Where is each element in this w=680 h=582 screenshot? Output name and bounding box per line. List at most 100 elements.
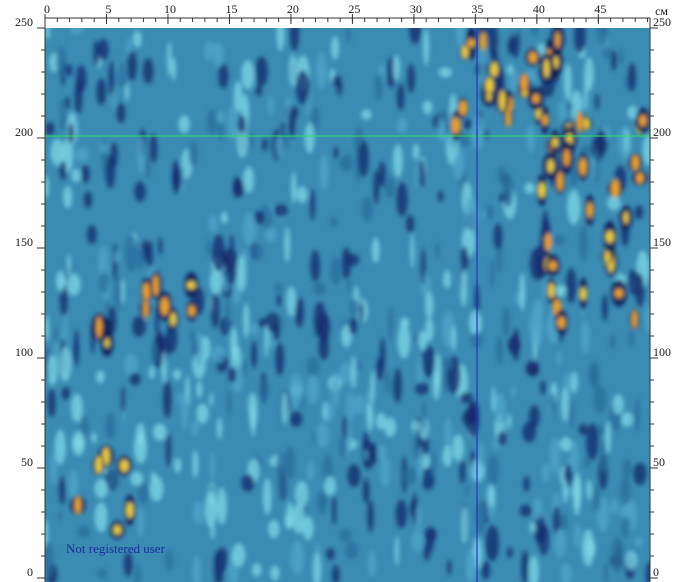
texture-blob xyxy=(485,204,494,221)
texture-blob xyxy=(64,96,70,109)
texture-blob xyxy=(55,270,66,292)
texture-blob xyxy=(550,392,556,418)
texture-blob xyxy=(569,440,580,474)
texture-blob xyxy=(341,324,352,348)
texture-blob xyxy=(460,246,469,271)
texture-blob xyxy=(319,154,329,191)
texture-blob xyxy=(347,464,361,487)
texture-blob xyxy=(75,65,87,93)
texture-blob xyxy=(537,182,546,198)
texture-blob xyxy=(524,182,535,194)
texture-blob xyxy=(288,54,298,87)
texture-blob xyxy=(249,323,259,335)
texture-blob xyxy=(569,166,578,188)
texture-blob xyxy=(567,189,581,225)
texture-blob xyxy=(236,255,247,292)
texture-blob xyxy=(411,419,419,432)
texture-blob xyxy=(59,283,68,317)
texture-blob xyxy=(540,79,555,98)
texture-blob xyxy=(366,403,374,432)
texture-blob xyxy=(66,273,81,296)
texture-blob xyxy=(345,541,359,560)
texture-blob xyxy=(252,563,262,577)
texture-blob xyxy=(126,502,134,519)
texture-blob xyxy=(94,502,108,533)
x-tick-label: 10 xyxy=(164,2,176,16)
texture-blob xyxy=(61,387,71,400)
texture-blob xyxy=(634,205,644,220)
texture-blob xyxy=(339,158,346,170)
texture-blob xyxy=(396,117,408,134)
texture-blob xyxy=(99,143,108,154)
texture-blob xyxy=(610,536,625,573)
texture-blob xyxy=(477,442,484,467)
x-tick-label: 20 xyxy=(287,2,299,16)
texture-blob xyxy=(254,210,265,225)
texture-blob xyxy=(510,28,520,59)
texture-blob xyxy=(295,297,305,328)
texture-blob xyxy=(216,417,223,440)
texture-blob xyxy=(68,123,75,145)
texture-blob xyxy=(586,479,593,500)
texture-blob xyxy=(505,108,511,128)
texture-blob xyxy=(574,28,586,54)
texture-blob xyxy=(596,130,608,156)
texture-blob xyxy=(481,560,491,580)
texture-blob xyxy=(631,154,640,171)
texture-blob xyxy=(361,196,374,222)
texture-blob xyxy=(588,360,600,390)
texture-blob xyxy=(502,306,511,337)
texture-blob xyxy=(634,398,641,432)
texture-blob xyxy=(68,469,79,499)
texture-blob xyxy=(532,93,540,104)
texture-blob xyxy=(152,274,159,297)
texture-blob xyxy=(124,234,139,273)
texture-blob xyxy=(180,393,189,431)
texture-blob xyxy=(384,175,396,199)
texture-blob xyxy=(573,523,582,548)
texture-blob xyxy=(521,550,529,582)
texture-blob xyxy=(310,106,320,133)
texture-blob xyxy=(603,47,612,60)
texture-blob xyxy=(173,457,182,473)
texture-blob xyxy=(289,28,300,52)
texture-blob xyxy=(493,223,503,250)
texture-blob xyxy=(255,84,262,97)
texture-blob xyxy=(634,536,644,547)
texture-blob xyxy=(216,547,228,572)
texture-blob xyxy=(485,77,494,94)
texture-blob xyxy=(464,195,479,232)
texture-blob xyxy=(348,317,358,335)
texture-blob xyxy=(96,316,103,339)
texture-blob xyxy=(562,479,568,504)
texture-blob xyxy=(330,256,342,286)
texture-blob xyxy=(265,312,280,333)
texture-blob xyxy=(350,355,357,389)
texture-blob xyxy=(71,168,81,183)
texture-blob xyxy=(304,122,315,154)
texture-blob xyxy=(310,249,321,282)
texture-blob xyxy=(561,386,569,422)
texture-blob xyxy=(479,50,486,85)
texture-blob xyxy=(558,99,567,124)
texture-blob xyxy=(104,413,116,440)
texture-blob xyxy=(243,166,255,194)
texture-blob xyxy=(95,456,103,474)
texture-blob xyxy=(541,114,549,126)
texture-blob xyxy=(224,246,238,285)
texture-blob xyxy=(134,563,141,582)
texture-blob xyxy=(463,119,474,130)
texture-blob xyxy=(318,494,328,507)
texture-blob xyxy=(310,188,316,221)
texture-blob xyxy=(218,63,229,89)
texture-blob xyxy=(467,38,476,48)
texture-blob xyxy=(363,449,369,461)
texture-blob xyxy=(50,453,57,485)
texture-blob xyxy=(57,510,63,522)
texture-blob xyxy=(541,280,548,299)
texture-blob xyxy=(379,456,391,488)
texture-blob xyxy=(504,185,511,206)
texture-blob xyxy=(563,63,572,101)
texture-blob xyxy=(341,247,352,280)
texture-blob xyxy=(96,370,105,384)
